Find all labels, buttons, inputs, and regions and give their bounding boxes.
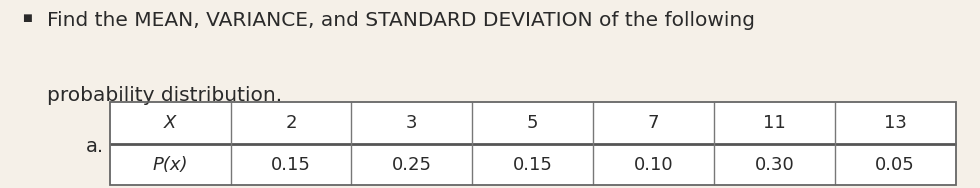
Text: P(x): P(x) — [153, 155, 188, 174]
Text: a.: a. — [86, 137, 104, 156]
Text: 0.25: 0.25 — [392, 155, 432, 174]
Text: 0.10: 0.10 — [634, 155, 673, 174]
Text: 3: 3 — [406, 114, 417, 132]
Text: 11: 11 — [762, 114, 786, 132]
Text: ■: ■ — [22, 13, 31, 23]
Text: 0.15: 0.15 — [271, 155, 311, 174]
Text: 2: 2 — [285, 114, 297, 132]
Text: 0.05: 0.05 — [875, 155, 915, 174]
Text: 13: 13 — [884, 114, 906, 132]
Text: 0.15: 0.15 — [513, 155, 553, 174]
Text: 7: 7 — [648, 114, 660, 132]
Text: X: X — [164, 114, 176, 132]
Text: 0.30: 0.30 — [755, 155, 794, 174]
Text: 5: 5 — [527, 114, 538, 132]
Bar — [110, 102, 956, 185]
Bar — [110, 102, 956, 185]
Text: Find the MEAN, VARIANCE, and STANDARD DEVIATION of the following: Find the MEAN, VARIANCE, and STANDARD DE… — [47, 11, 755, 30]
Text: probability distribution.: probability distribution. — [47, 86, 282, 105]
